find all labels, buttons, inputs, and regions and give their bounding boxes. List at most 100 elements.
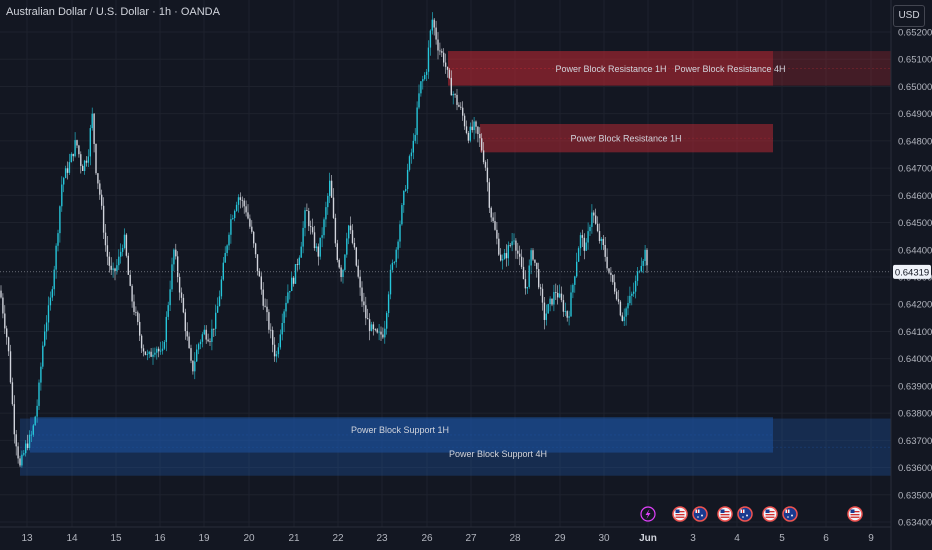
candle-body bbox=[551, 298, 553, 305]
candle-body bbox=[429, 30, 432, 48]
au-flag-icon[interactable] bbox=[692, 506, 708, 522]
x-tick-label: 21 bbox=[288, 533, 300, 544]
currency-button[interactable]: USD bbox=[893, 5, 925, 27]
candle-body bbox=[581, 235, 584, 238]
us-flag-icon[interactable] bbox=[672, 506, 688, 522]
candle-body bbox=[349, 225, 352, 231]
candle-body bbox=[557, 292, 559, 298]
candle-body bbox=[47, 305, 50, 323]
candle-body bbox=[511, 241, 513, 246]
candle-body bbox=[17, 446, 19, 459]
candle-body bbox=[165, 316, 167, 342]
au-flag-icon[interactable] bbox=[782, 506, 798, 522]
y-tick-label: 0.65100 bbox=[898, 55, 932, 66]
x-tick-label: 5 bbox=[779, 533, 785, 544]
candle-body bbox=[247, 212, 249, 219]
candle-body bbox=[61, 184, 63, 207]
zone-label: Power Block Resistance 1H bbox=[570, 134, 681, 144]
candle-body bbox=[42, 345, 44, 367]
candle-body bbox=[152, 354, 154, 357]
candle-body bbox=[85, 160, 88, 163]
candle-body bbox=[228, 234, 230, 246]
lightning-icon[interactable] bbox=[640, 506, 656, 522]
candle-body bbox=[484, 162, 487, 168]
candle-body bbox=[492, 217, 494, 222]
candle-body bbox=[614, 282, 616, 292]
candle-body bbox=[572, 284, 574, 293]
candle-body bbox=[270, 329, 272, 331]
candle-body bbox=[519, 253, 521, 257]
candle-body bbox=[418, 93, 420, 108]
candle-body bbox=[503, 253, 506, 260]
y-tick-label: 0.63400 bbox=[898, 518, 932, 529]
candle-body bbox=[465, 126, 468, 133]
candle-body bbox=[636, 271, 639, 281]
candle-body bbox=[405, 189, 407, 191]
candle-body bbox=[13, 404, 15, 435]
candle-body bbox=[387, 294, 390, 314]
candle-body bbox=[262, 289, 264, 306]
candle-body bbox=[292, 277, 295, 284]
candle-body bbox=[163, 341, 166, 349]
candle-body bbox=[534, 259, 536, 263]
candle-body bbox=[26, 443, 29, 449]
candle-body bbox=[239, 197, 242, 200]
us-flag-icon[interactable] bbox=[762, 506, 778, 522]
candle-body bbox=[374, 329, 376, 331]
economic-events[interactable] bbox=[640, 506, 863, 522]
candle-body bbox=[536, 262, 538, 270]
candle-body bbox=[446, 66, 449, 70]
candle-body bbox=[577, 248, 580, 262]
candle-body bbox=[625, 308, 627, 317]
au-flag-icon[interactable] bbox=[737, 506, 753, 522]
candle-body bbox=[106, 245, 109, 257]
y-tick-label: 0.64000 bbox=[898, 354, 932, 365]
candle-body bbox=[184, 312, 186, 332]
candle-body bbox=[338, 259, 340, 268]
candle-body bbox=[40, 366, 42, 383]
candle-body bbox=[538, 269, 540, 288]
candle-body bbox=[545, 313, 547, 320]
x-tick-label: 30 bbox=[598, 533, 610, 544]
x-tick-label: 29 bbox=[554, 533, 566, 544]
candle-body bbox=[615, 291, 618, 300]
y-tick-label: 0.64500 bbox=[898, 218, 932, 229]
candle-body bbox=[101, 194, 103, 206]
candle-body bbox=[281, 323, 283, 335]
candle-body bbox=[496, 229, 498, 239]
candle-body bbox=[28, 434, 31, 449]
candle-body bbox=[315, 246, 318, 249]
candle-body bbox=[300, 246, 302, 258]
candle-body bbox=[399, 224, 401, 242]
us-flag-icon[interactable] bbox=[847, 506, 863, 522]
us-flag-icon[interactable] bbox=[717, 506, 733, 522]
candle-body bbox=[458, 104, 460, 107]
candle-body bbox=[2, 297, 4, 314]
candle-body bbox=[505, 253, 508, 259]
candle-body bbox=[93, 113, 95, 144]
candle-body bbox=[83, 160, 86, 171]
candle-body bbox=[431, 19, 433, 31]
y-tick-label: 0.64800 bbox=[898, 136, 932, 147]
candle-body bbox=[623, 316, 625, 321]
candle-body bbox=[235, 204, 238, 211]
candle-body bbox=[161, 348, 164, 351]
candle-body bbox=[0, 290, 2, 298]
candle-body bbox=[410, 152, 413, 157]
candle-body bbox=[587, 231, 589, 243]
candle-body bbox=[283, 311, 285, 324]
candle-body bbox=[433, 19, 435, 28]
zone-label: Power Block Support 4H bbox=[449, 449, 547, 459]
candle-body bbox=[612, 275, 614, 283]
candle-body bbox=[272, 330, 274, 345]
candle-body bbox=[498, 238, 500, 255]
candle-body bbox=[408, 156, 411, 170]
candle-body bbox=[444, 62, 447, 67]
candle-body bbox=[175, 249, 177, 257]
candle-body bbox=[201, 334, 204, 342]
x-tick-label: 22 bbox=[332, 533, 344, 544]
candle-body bbox=[243, 200, 245, 207]
candle-body bbox=[171, 264, 173, 290]
candle-body bbox=[19, 458, 21, 466]
